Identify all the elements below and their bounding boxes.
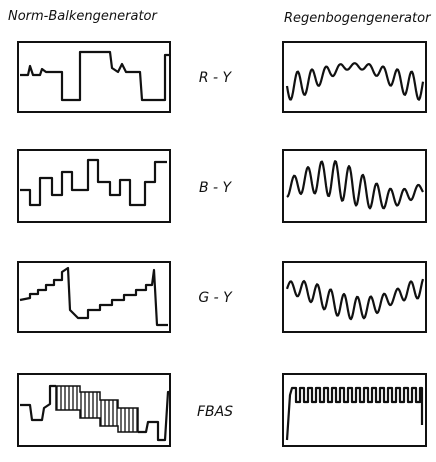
bar-waveform xyxy=(20,386,56,420)
right-title: Regenbogengenerator xyxy=(284,11,432,26)
rainbow-waveform xyxy=(287,63,423,99)
bar-waveform xyxy=(20,52,170,100)
rainbow-waveform xyxy=(287,388,422,440)
bar-waveform xyxy=(138,392,170,440)
scope-frame xyxy=(283,374,426,446)
row-label: FBAS xyxy=(197,404,233,420)
scope-frame xyxy=(283,262,426,332)
scope-frame xyxy=(283,42,426,112)
left-title: Norm-Balkengenerator xyxy=(8,9,158,24)
bar-waveform xyxy=(20,268,168,325)
scope-frame xyxy=(18,262,170,332)
row-label: G - Y xyxy=(198,290,233,306)
rainbow-waveform xyxy=(287,161,423,208)
row-label: B - Y xyxy=(199,180,233,196)
bar-waveform xyxy=(20,160,167,205)
rainbow-waveforms xyxy=(287,63,423,440)
row-label: R - Y xyxy=(199,70,233,86)
chroma-burst xyxy=(56,386,138,432)
diagram: Norm-Balkengenerator Regenbogengenerator… xyxy=(0,0,436,462)
rainbow-waveform xyxy=(287,279,423,319)
